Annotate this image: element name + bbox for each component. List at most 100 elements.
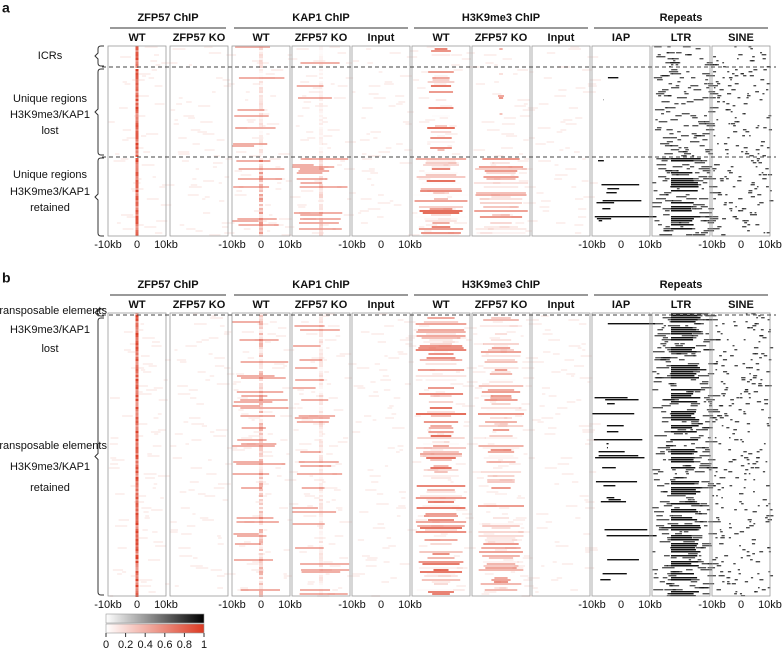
heat-cell (690, 405, 698, 407)
heat-cell (325, 178, 329, 180)
heat-cell (188, 186, 202, 188)
heat-cell (259, 565, 263, 567)
heat-cell (135, 115, 139, 117)
heat-cell (395, 95, 405, 97)
heat-cell (298, 415, 336, 417)
heat-cell (319, 206, 323, 208)
heat-cell (300, 139, 309, 141)
heat-cell (251, 419, 255, 421)
heat-cell (750, 359, 753, 361)
heat-cell (478, 531, 524, 533)
heat-cell (523, 139, 529, 141)
heat-cell (135, 131, 139, 133)
heat-cell (697, 375, 710, 377)
heat-cell (671, 467, 696, 469)
heat-cell (427, 411, 455, 413)
heat-cell (473, 343, 484, 345)
heat-cell (195, 168, 200, 170)
heat-cell (259, 123, 263, 125)
heat-cell (714, 363, 718, 365)
heat-cell (485, 353, 489, 355)
heat-cell (602, 573, 627, 575)
heat-cell (217, 587, 223, 589)
heat-cell (706, 172, 711, 174)
heat-cell (671, 417, 696, 419)
heat-cell (109, 397, 120, 399)
heat-cell (135, 178, 139, 180)
heat-cell (295, 449, 308, 451)
heat-cell (135, 139, 139, 141)
heat-cell (430, 543, 452, 545)
heat-cell (319, 91, 323, 93)
heat-cell (694, 135, 702, 137)
heat-cell (135, 313, 139, 315)
heat-cell (259, 137, 263, 139)
heat-cell (259, 411, 263, 413)
heat-cell (259, 379, 263, 381)
heat-cell (296, 172, 323, 174)
heat-cell (552, 561, 557, 563)
heat-cell (202, 519, 214, 521)
heatmap (108, 46, 175, 236)
heat-cell (259, 153, 263, 155)
heat-cell (387, 447, 395, 449)
heat-cell (671, 367, 700, 369)
heat-cell (434, 48, 448, 50)
heat-cell (733, 563, 736, 565)
heat-cell (264, 313, 268, 315)
heat-cell (327, 129, 340, 131)
heat-cell (740, 455, 744, 457)
heat-cell (135, 160, 139, 162)
heat-cell (227, 83, 235, 85)
heat-cell (697, 423, 703, 425)
heat-cell (324, 313, 335, 315)
heat-cell (694, 351, 701, 353)
heat-cell (693, 355, 697, 357)
heat-cell (235, 127, 276, 129)
heat-cell (756, 369, 760, 371)
heat-cell (697, 559, 702, 561)
heat-cell (135, 228, 139, 230)
heat-cell (554, 164, 559, 166)
heat-cell (259, 569, 263, 571)
heatmap (652, 46, 720, 236)
heat-cell (472, 471, 482, 473)
heat-cell (702, 73, 711, 75)
heat-cell (238, 186, 244, 188)
heat-cell (676, 174, 690, 176)
heat-cell (275, 467, 281, 469)
heat-cell (241, 413, 249, 415)
heat-cell (672, 166, 683, 168)
heat-cell (259, 339, 263, 341)
heat-cell (352, 60, 360, 62)
heat-cell (377, 523, 385, 525)
heat-cell (319, 389, 323, 391)
column-label: WT (432, 299, 449, 311)
heat-cell (135, 443, 139, 445)
heat-cell (396, 507, 407, 509)
heat-cell (259, 499, 263, 501)
heat-cell (752, 463, 757, 465)
heat-cell (419, 170, 425, 172)
heat-cell (300, 182, 322, 184)
heat-cell (478, 365, 484, 367)
heat-cell (671, 503, 700, 505)
heat-cell (486, 537, 516, 539)
heat-cell (657, 54, 661, 56)
heat-cell (319, 379, 323, 381)
heat-cell (769, 575, 774, 577)
heat-cell (708, 487, 714, 489)
heat-cell (696, 389, 706, 391)
heat-cell (297, 115, 304, 117)
heat-cell (687, 461, 701, 463)
heat-cell (671, 315, 698, 317)
heat-cell (319, 587, 323, 589)
heat-cell (673, 60, 676, 62)
heat-cell (565, 123, 577, 125)
heat-cell (671, 457, 694, 459)
heat-cell (423, 475, 459, 477)
heat-cell (259, 427, 263, 429)
heat-cell (715, 339, 721, 341)
heat-cell (478, 425, 524, 427)
column-label: LTR (671, 32, 692, 44)
